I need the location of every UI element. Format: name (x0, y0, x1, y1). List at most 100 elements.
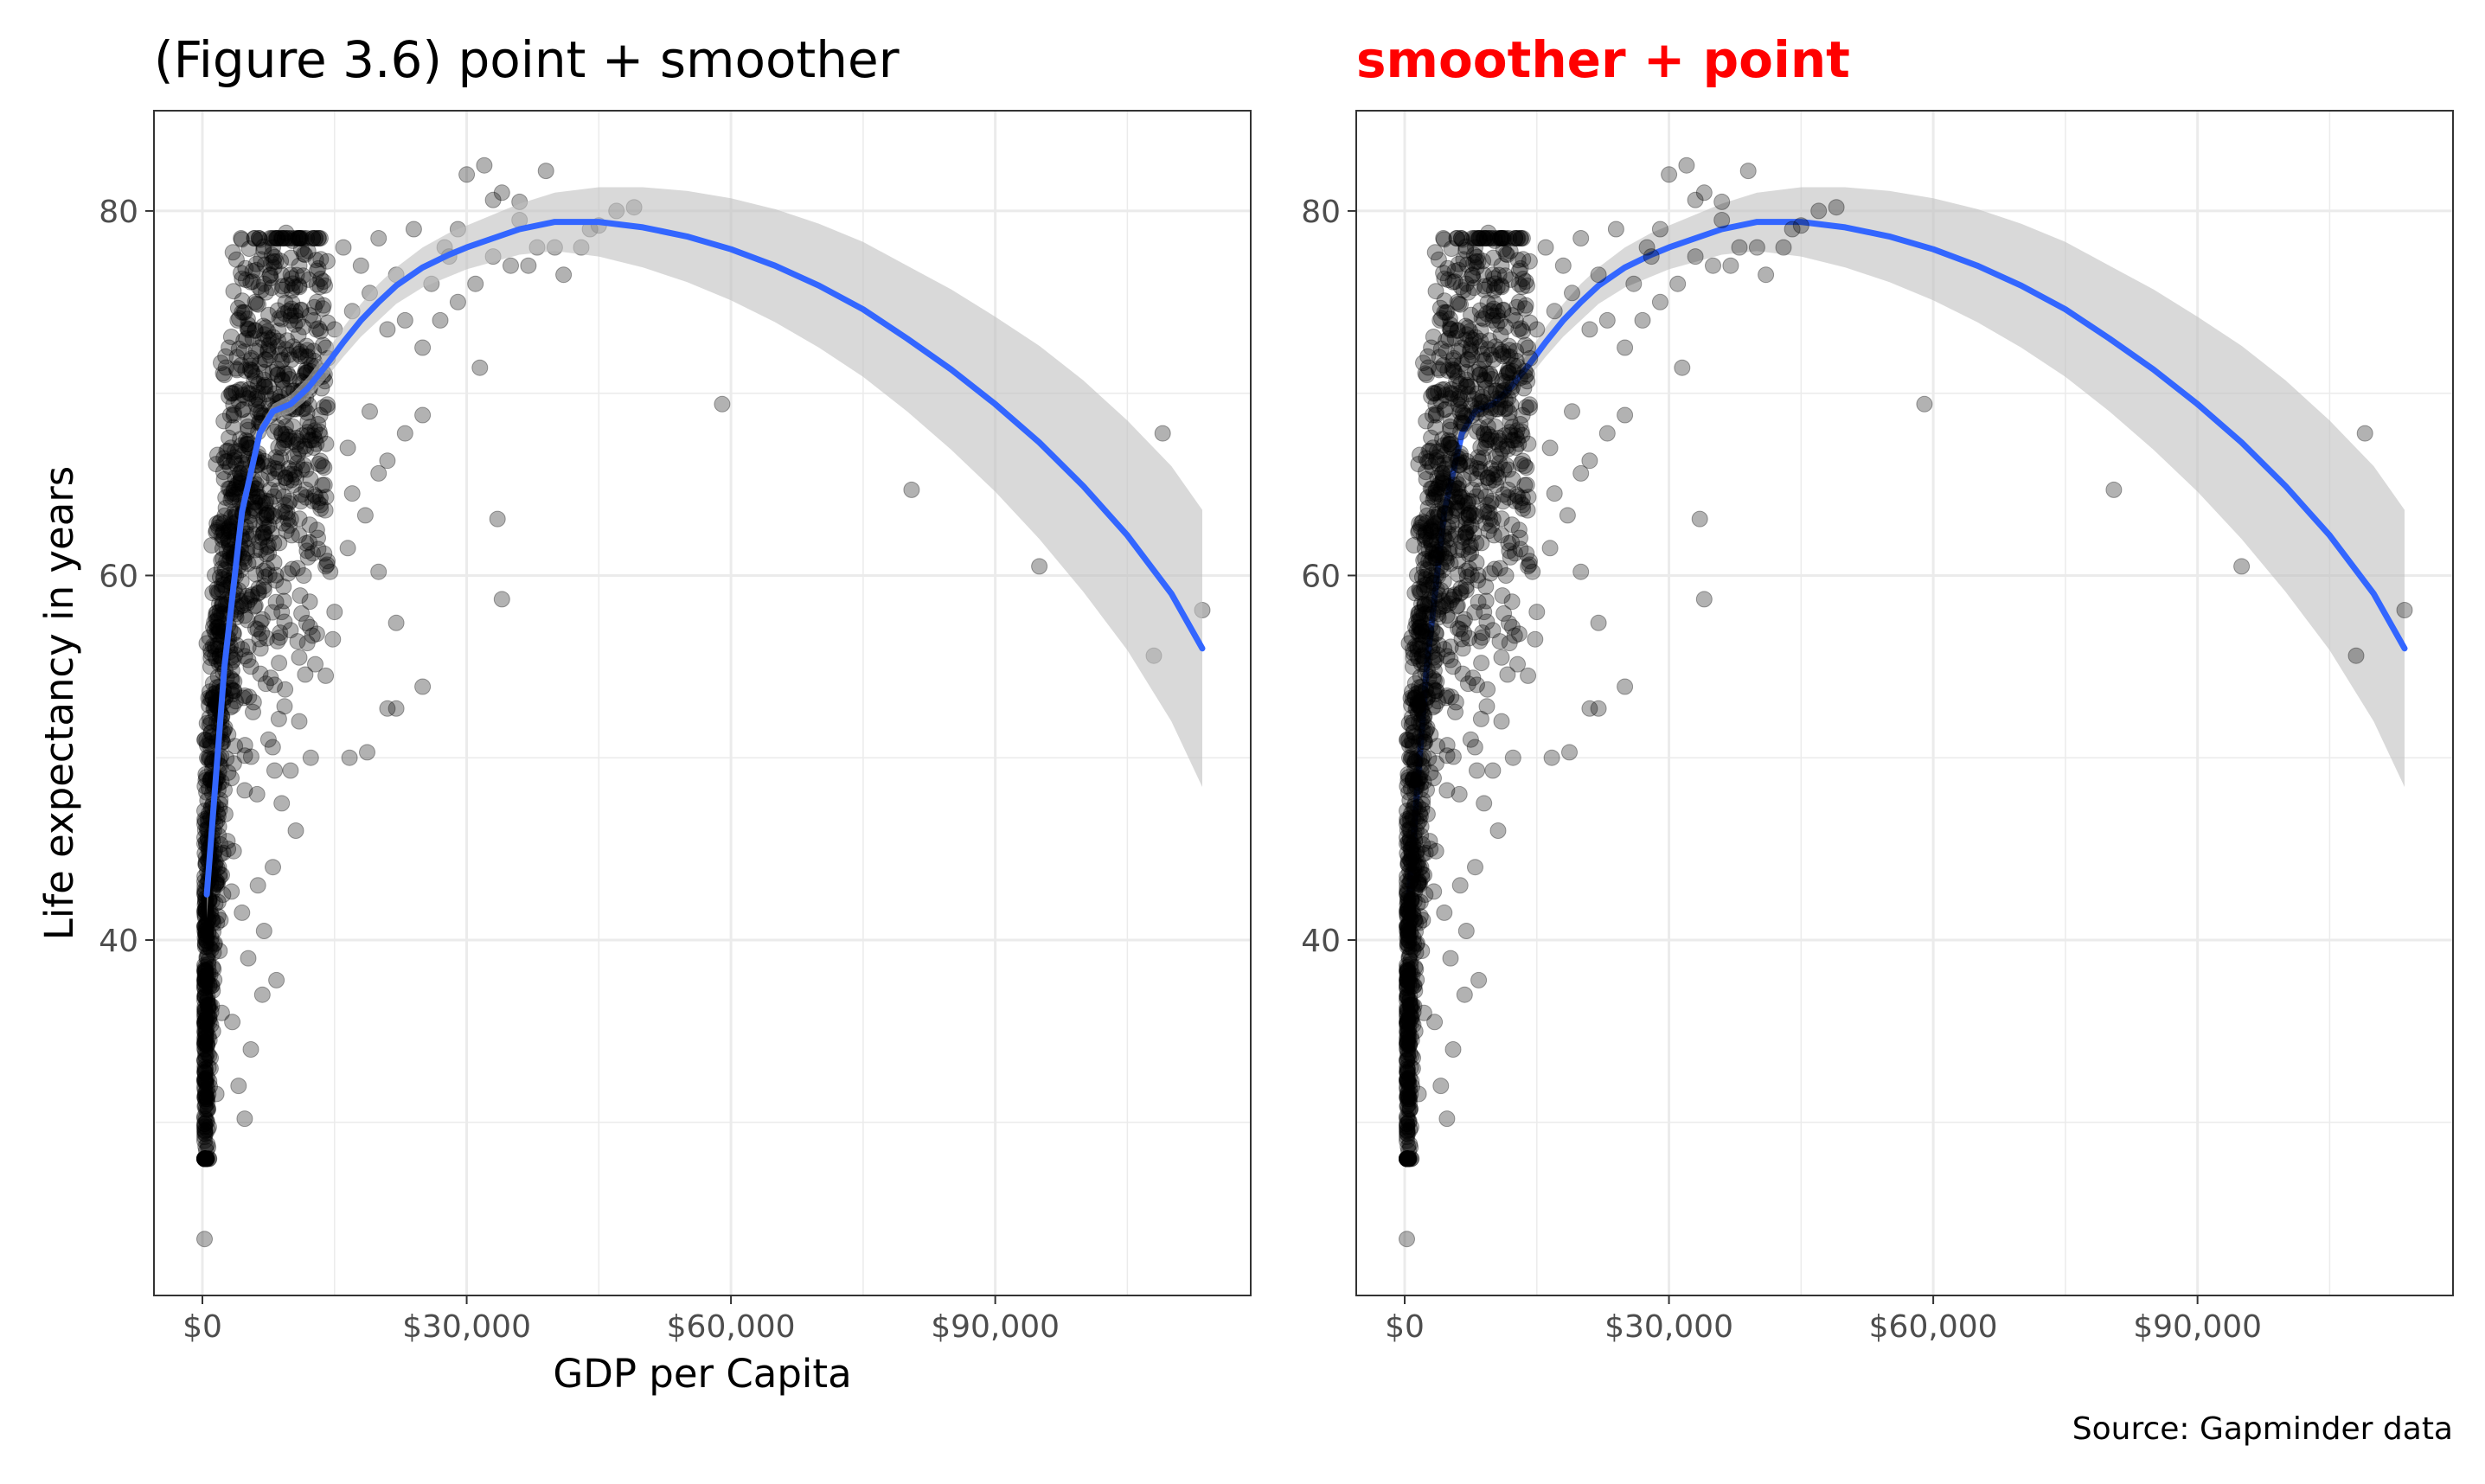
data-point (218, 443, 235, 460)
data-point (197, 925, 215, 943)
data-point (1489, 822, 1507, 839)
data-point (266, 423, 283, 440)
data-point (197, 903, 215, 920)
data-point (196, 972, 213, 989)
data-point (217, 489, 234, 506)
data-point (467, 275, 484, 292)
data-point (198, 1075, 215, 1092)
data-point (290, 326, 307, 343)
data-point (233, 265, 250, 282)
data-point (257, 495, 274, 512)
data-point (221, 406, 239, 424)
data-point (261, 347, 279, 364)
data-point (235, 597, 253, 614)
data-point (277, 469, 294, 486)
data-point (293, 461, 311, 478)
y-tick-label: 60 (1301, 559, 1341, 594)
data-point (243, 349, 260, 367)
data-point (255, 363, 272, 381)
data-point (234, 292, 251, 310)
data-point (196, 907, 214, 924)
data-point (239, 595, 256, 612)
data-point (1467, 239, 1483, 256)
data-point (267, 449, 285, 466)
data-point (197, 927, 215, 944)
data-point (272, 253, 290, 270)
data-point (240, 413, 257, 430)
data-point (1457, 923, 1475, 939)
data-point (284, 295, 301, 311)
data-point (204, 585, 221, 602)
data-point (266, 259, 283, 276)
data-point (714, 395, 731, 413)
data-point (1400, 993, 1418, 1010)
data-point (1510, 521, 1528, 539)
data-point (1520, 339, 1537, 356)
data-point (1488, 477, 1505, 494)
data-point (307, 488, 324, 505)
data-point (311, 496, 329, 514)
data-point (196, 1150, 214, 1167)
data-point (1598, 425, 1616, 442)
data-point (234, 904, 251, 921)
data-point (203, 935, 220, 952)
data-point (234, 446, 251, 464)
data-point (1432, 582, 1450, 598)
data-point (273, 230, 291, 246)
data-point (258, 502, 275, 519)
data-point (205, 923, 221, 940)
data-point (247, 566, 265, 583)
data-point (250, 375, 266, 393)
data-point (304, 230, 322, 246)
data-point (201, 996, 217, 1014)
data-point (271, 655, 288, 672)
data-point (1418, 529, 1435, 547)
data-point (294, 267, 311, 285)
data-point (1607, 221, 1624, 238)
data-point (301, 593, 318, 611)
data-point (214, 867, 230, 884)
data-point (1546, 485, 1563, 502)
x-tick-label: $60,000 (667, 1309, 796, 1345)
data-point (307, 230, 324, 246)
data-point (205, 943, 222, 961)
data-point (1452, 392, 1470, 409)
data-point (291, 440, 309, 457)
data-point (253, 282, 270, 299)
data-point (1438, 1110, 1456, 1128)
data-point (1433, 493, 1451, 510)
data-point (198, 635, 215, 652)
data-point (268, 230, 285, 246)
data-point (298, 542, 316, 560)
data-point (269, 366, 286, 383)
data-point (318, 253, 336, 270)
data-point (1410, 456, 1427, 473)
data-point (196, 1150, 214, 1167)
data-point (316, 459, 333, 477)
data-point (223, 770, 240, 787)
data-point (267, 253, 285, 270)
right-panel: smoother + point $0 $30,000 $60,000 $90,000… (1301, 30, 2454, 1345)
data-point (220, 726, 237, 743)
data-point (1541, 540, 1559, 557)
data-point (278, 522, 295, 540)
data-point (236, 688, 253, 704)
data-point (291, 649, 308, 666)
data-point (269, 361, 285, 378)
data-point (202, 690, 219, 707)
data-point (270, 483, 287, 499)
data-point (196, 1014, 214, 1032)
data-point (272, 353, 290, 369)
data-point (260, 306, 278, 323)
data-point (199, 988, 216, 1005)
data-point (238, 330, 255, 347)
data-point (319, 314, 336, 331)
data-point (267, 593, 285, 611)
data-point (219, 453, 236, 470)
left-x-axis-title: GDP per Capita (553, 1351, 851, 1397)
data-point (1499, 666, 1516, 683)
data-point (232, 431, 249, 448)
data-point (1473, 655, 1490, 672)
data-point (215, 525, 232, 541)
data-point (1405, 906, 1422, 924)
